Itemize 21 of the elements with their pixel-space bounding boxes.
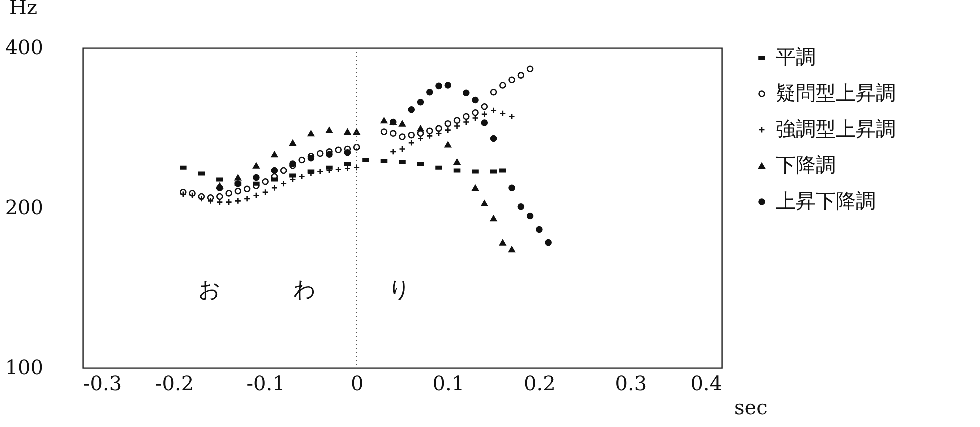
- x-tick-label: 0.3: [615, 372, 648, 396]
- x-tick-label: 0: [350, 372, 364, 396]
- y-tick-label: 400: [5, 36, 44, 60]
- x-tick-label: 0.1: [432, 372, 465, 396]
- x-tick-label: -0.2: [155, 372, 194, 396]
- legend-label: 強調型上昇調: [776, 117, 896, 141]
- annotation: わ: [294, 278, 316, 303]
- x-tick-label: 0.2: [524, 372, 556, 396]
- legend-label: 平調: [776, 45, 816, 69]
- x-tick-label: 0.4: [690, 372, 722, 396]
- y-axis-title: Hz: [10, 0, 38, 20]
- legend-label: 疑問型上昇調: [776, 81, 896, 105]
- x-axis-title: sec: [734, 396, 768, 420]
- y-tick-label: 100: [5, 356, 44, 380]
- x-tick-label: -0.3: [84, 372, 122, 396]
- x-tick-label: -0.1: [246, 372, 286, 396]
- annotation: お: [198, 278, 222, 303]
- legend-label: 下降調: [776, 153, 836, 177]
- annotation: り: [388, 278, 412, 303]
- y-tick-label: 200: [5, 196, 44, 220]
- legend-label: 上昇下降調: [776, 189, 876, 213]
